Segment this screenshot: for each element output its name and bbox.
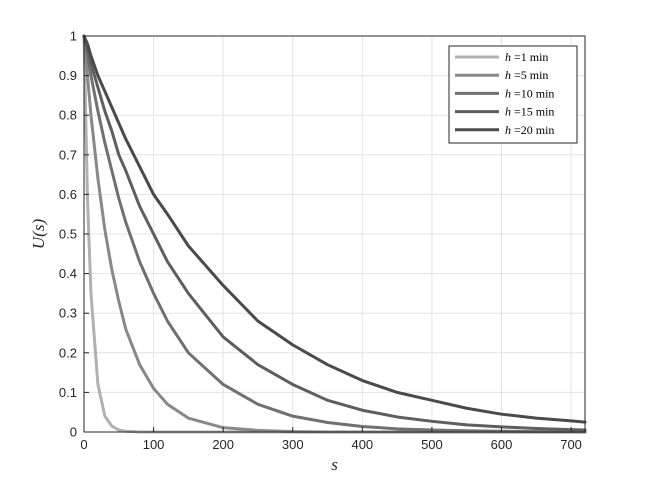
- x-tick-label: 600: [491, 437, 513, 452]
- ticks: 0 100 200 300 400 500 600 700 0 0.1 0.2 0.3 0.4 0.5 0.…: [59, 29, 582, 453]
- y-tick-label: 0.3: [59, 306, 77, 321]
- x-tick-label: 300: [282, 437, 304, 452]
- legend-entry-label: h =15 min: [505, 105, 554, 119]
- x-tick-label: 500: [421, 437, 443, 452]
- series-line-3: [82, 34, 587, 434]
- series-line-5: [82, 34, 587, 424]
- x-tick-label: 200: [212, 437, 234, 452]
- x-tick-label: 0: [80, 437, 87, 452]
- legend-entry-label: h =1 min: [505, 50, 548, 64]
- y-tick-label: 0.7: [59, 147, 77, 162]
- legend: h =1 min h =5 min h =10 min h =15 min h =20 …: [448, 45, 578, 144]
- y-tick-label: 0.5: [59, 227, 77, 242]
- y-tick-label: 1: [70, 29, 77, 44]
- y-tick-label: 0.1: [59, 385, 77, 400]
- y-tick-label: 0.2: [59, 345, 77, 360]
- x-tick-label: 700: [560, 437, 582, 452]
- x-tick-label: 400: [351, 437, 373, 452]
- legend-entry-label: h =10 min: [505, 86, 554, 100]
- y-tick-label: 0: [70, 425, 77, 440]
- legend-entry-label: h =5 min: [505, 68, 548, 82]
- legend-entry-label: h =20 min: [505, 123, 554, 137]
- x-tick-label: 100: [143, 437, 165, 452]
- y-tick-label: 0.6: [59, 187, 77, 202]
- y-tick-label: 0.9: [59, 68, 77, 83]
- y-tick-label: 0.4: [59, 266, 77, 281]
- x-axis-label: s: [331, 455, 338, 474]
- series-line-4: [82, 34, 587, 432]
- y-tick-label: 0.8: [59, 108, 77, 123]
- y-axis-label: U(s): [29, 219, 48, 250]
